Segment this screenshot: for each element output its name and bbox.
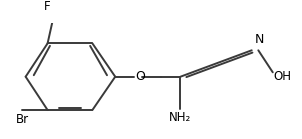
Text: OH: OH <box>274 70 292 83</box>
Text: Br: Br <box>15 113 29 126</box>
Text: N: N <box>255 33 264 46</box>
Text: NH₂: NH₂ <box>169 111 191 124</box>
Text: O: O <box>135 70 145 83</box>
Text: F: F <box>43 0 50 13</box>
